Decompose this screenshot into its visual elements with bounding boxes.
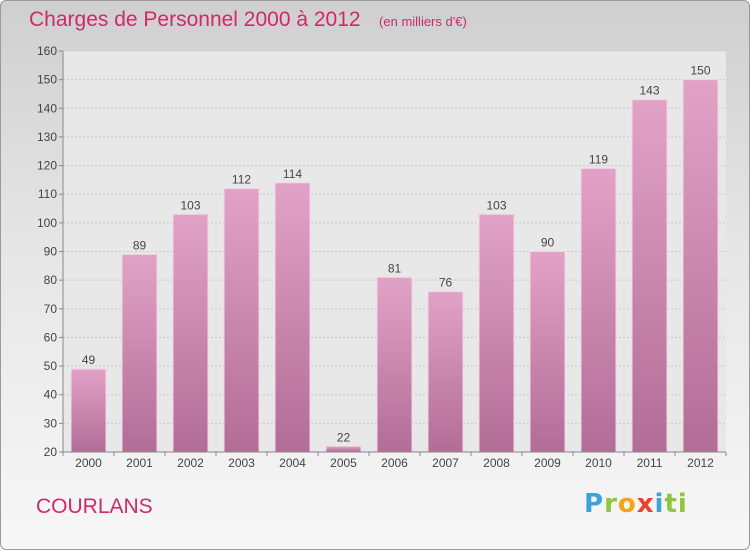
proxiti-logo: Proxiti xyxy=(584,489,688,519)
logo-letter: i xyxy=(654,489,665,519)
x-tick-label: 2012 xyxy=(687,456,714,470)
x-tick-label: 2010 xyxy=(585,456,612,470)
y-tick-label: 40 xyxy=(44,388,58,402)
y-tick-label: 130 xyxy=(37,130,57,144)
bar xyxy=(631,99,668,453)
data-label: 150 xyxy=(690,64,710,78)
bar xyxy=(682,79,719,453)
logo-letter: x xyxy=(636,489,655,519)
y-axis: 20 30 40 50 60 70 80 90 100 110 120 130 140 150 160 xyxy=(37,44,64,459)
data-label: 81 xyxy=(388,261,402,275)
x-tick-label: 2003 xyxy=(228,456,255,470)
bar xyxy=(325,445,362,453)
bar xyxy=(376,276,413,453)
x-tick-label: 2006 xyxy=(381,456,408,470)
y-tick-label: 80 xyxy=(44,273,58,287)
data-label: 119 xyxy=(589,152,608,166)
logo-letter: ti xyxy=(664,489,688,519)
data-label: 114 xyxy=(283,167,302,181)
x-tick-label: 2000 xyxy=(75,456,102,470)
bar xyxy=(529,251,566,453)
y-tick-label: 120 xyxy=(37,159,57,173)
y-tick-label: 50 xyxy=(44,359,58,373)
bar xyxy=(478,213,515,453)
y-tick-label: 100 xyxy=(37,216,57,230)
x-tick-label: 2001 xyxy=(126,456,153,470)
x-tick-label: 2002 xyxy=(177,456,204,470)
x-axis: 2000 2001 2002 2003 2004 2005 2006 2007 2008 2009… xyxy=(62,451,727,470)
bar xyxy=(70,368,107,453)
y-tick-label: 30 xyxy=(44,416,58,430)
bar xyxy=(223,187,260,453)
logo-letter: o xyxy=(617,489,637,519)
data-label: 90 xyxy=(541,236,555,250)
x-tick-label: 2009 xyxy=(534,456,561,470)
bar xyxy=(580,167,617,453)
data-label: 89 xyxy=(133,238,147,252)
chart-subtitle: (en milliers d'€) xyxy=(379,14,467,29)
x-tick-label: 2011 xyxy=(637,456,663,470)
data-label: 49 xyxy=(82,353,96,367)
x-tick-label: 2007 xyxy=(432,456,459,470)
chart-title: Charges de Personnel 2000 à 2012 xyxy=(29,8,361,31)
y-tick-label: 70 xyxy=(44,302,58,316)
y-tick-label: 60 xyxy=(44,330,58,344)
x-tick-label: 2004 xyxy=(279,456,306,470)
data-label: 103 xyxy=(180,198,200,212)
data-labels: 49 89 103 112 114 22 81 76 103 90 119 143 150 xyxy=(82,64,711,445)
bar xyxy=(427,291,464,453)
data-label: 22 xyxy=(337,430,351,444)
data-label: 76 xyxy=(439,276,453,290)
data-label: 143 xyxy=(639,84,659,98)
y-tick-label: 140 xyxy=(37,101,57,115)
y-tick-label: 90 xyxy=(44,245,58,259)
bar xyxy=(274,182,311,453)
y-tick-label: 110 xyxy=(38,187,57,201)
data-label: 112 xyxy=(232,172,251,186)
bars xyxy=(70,79,719,453)
logo-letter: P xyxy=(584,489,605,519)
x-tick-label: 2005 xyxy=(330,456,357,470)
town-name: COURLANS xyxy=(36,495,153,518)
chart-title-block: Charges de Personnel 2000 à 2012 (en mil… xyxy=(29,8,467,32)
y-tick-label: 150 xyxy=(37,73,57,87)
bar xyxy=(121,253,158,453)
data-label: 103 xyxy=(486,198,506,212)
logo-letter: r xyxy=(604,489,618,519)
y-tick-label: 160 xyxy=(37,44,57,58)
bar xyxy=(172,213,209,453)
y-tick-label: 20 xyxy=(44,445,58,459)
x-tick-label: 2008 xyxy=(483,456,510,470)
